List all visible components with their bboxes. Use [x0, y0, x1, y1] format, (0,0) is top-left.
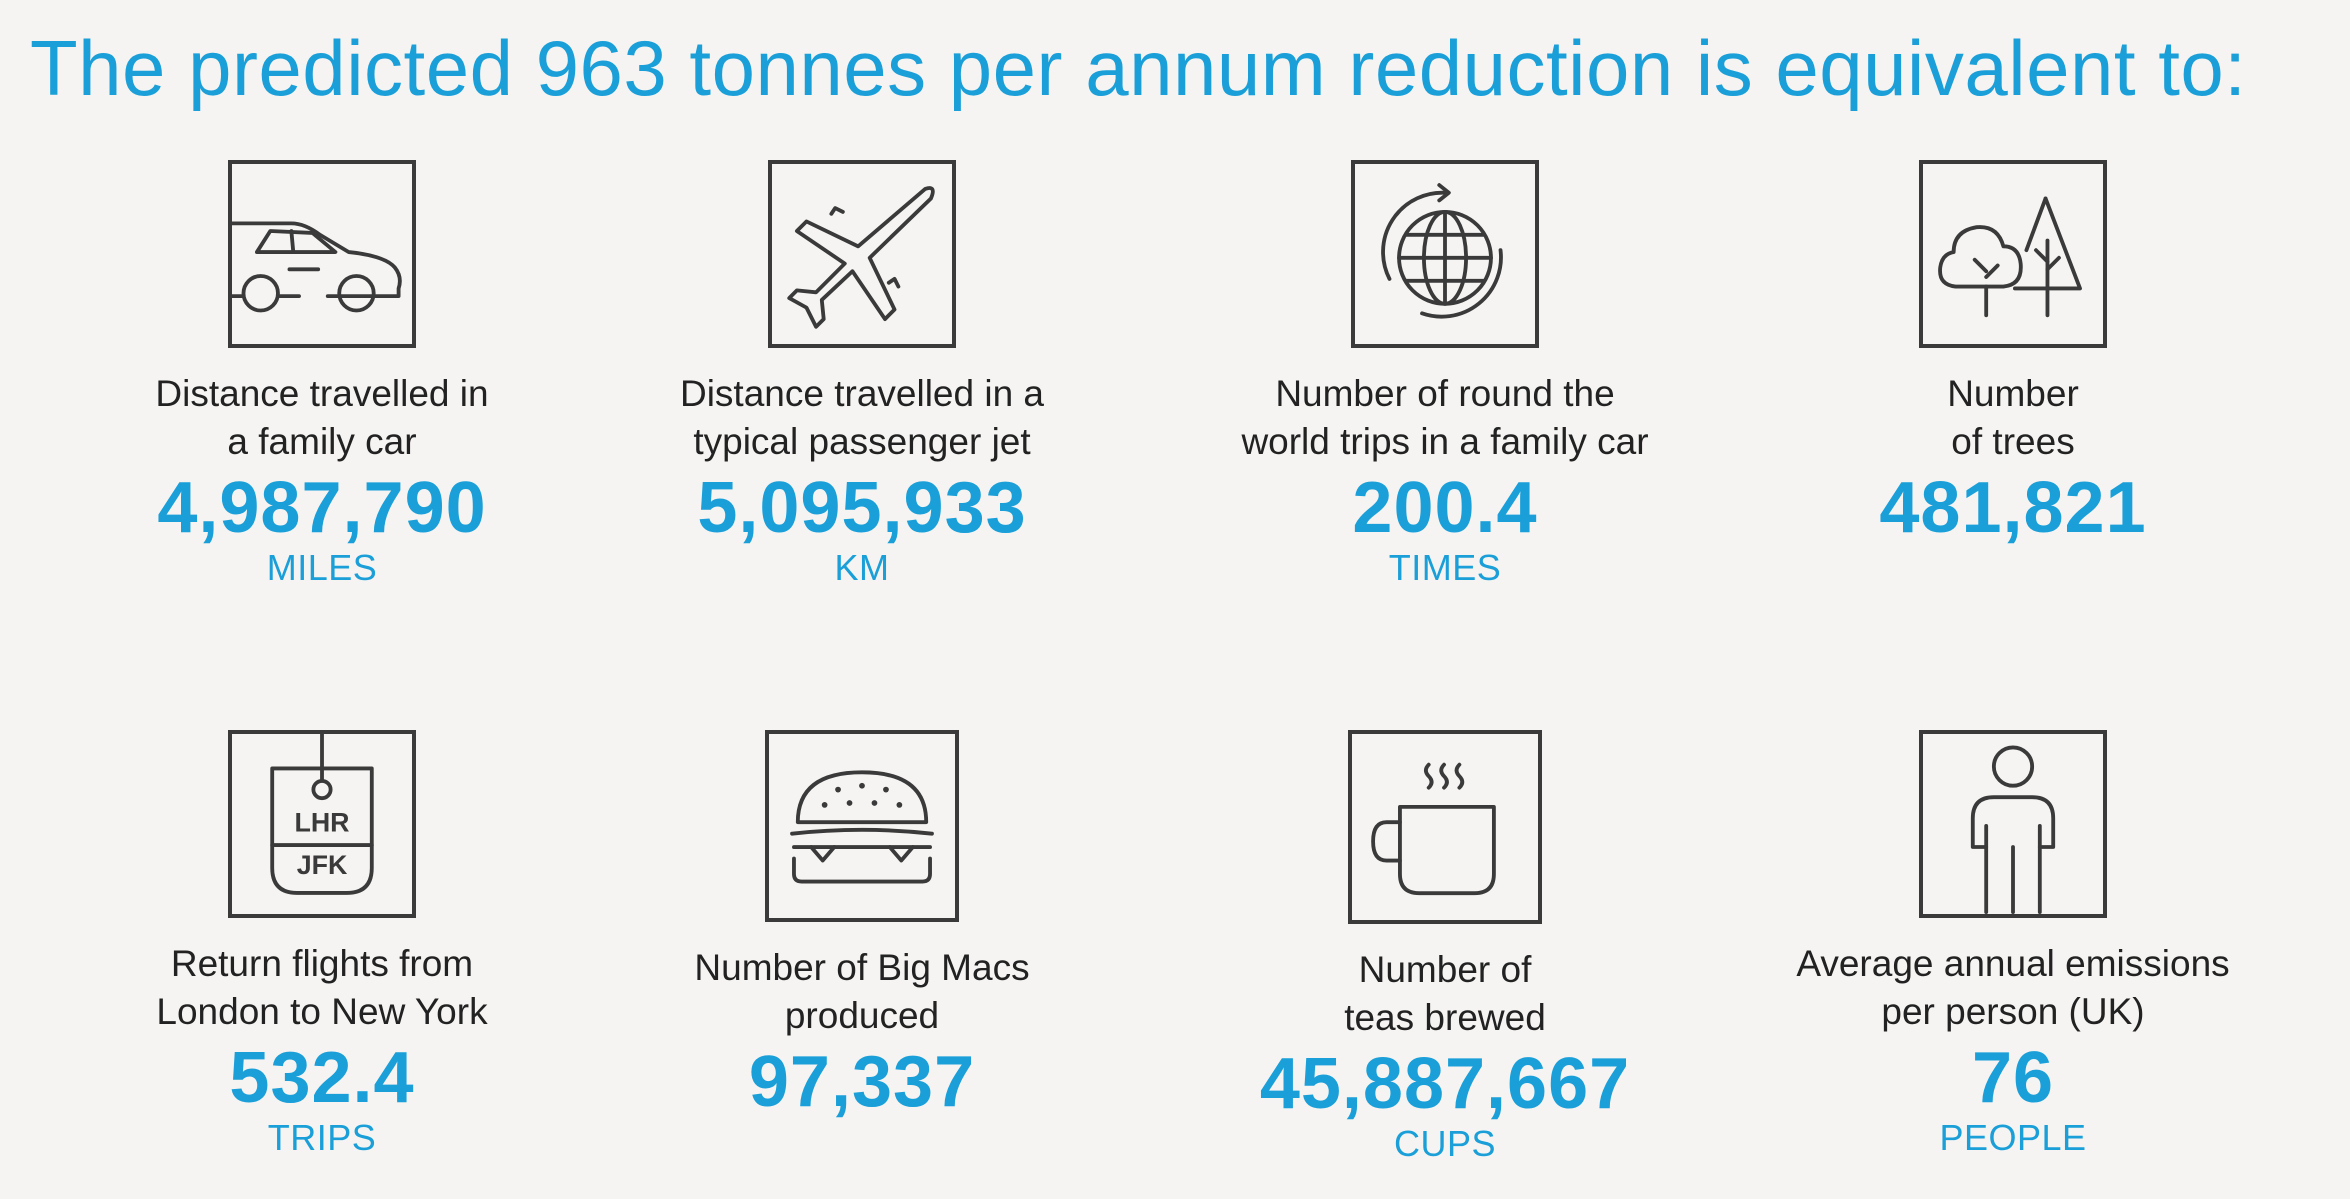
luggage-tag-icon: LHR JFK: [228, 730, 416, 918]
trees-icon: [1919, 160, 2107, 348]
description-line-2: produced: [784, 995, 940, 1036]
tile-value: 4,987,790: [157, 468, 487, 548]
tile-description: Number of round the world trips in a fam…: [1165, 370, 1725, 466]
tile-value: 200.4: [1352, 468, 1538, 548]
tile-jet: Distance travelled in a typical passenge…: [582, 160, 1142, 588]
tile-unit: TRIPS: [267, 1117, 377, 1158]
tile-description: Distance travelled in a family car: [42, 370, 602, 466]
description-line-1: Return flights from: [170, 943, 474, 984]
page-title: The predicted 963 tonnes per annum reduc…: [30, 24, 2247, 112]
tile-unit: PEOPLE: [1939, 1117, 2087, 1158]
airplane-icon: [768, 160, 956, 348]
tile-value: 481,821: [1879, 468, 2147, 548]
tile-unit: TIMES: [1388, 547, 1502, 588]
description-line-2: per person (UK): [1881, 991, 2145, 1032]
tea-cup-icon: [1348, 730, 1542, 924]
globe-icon: [1351, 160, 1539, 348]
description-line-2: typical passenger jet: [693, 421, 1031, 462]
description-line-2: world trips in a family car: [1241, 421, 1649, 462]
description-line-1: Number: [1947, 373, 2079, 414]
tile-description: Average annual emissions per person (UK): [1733, 940, 2293, 1036]
tile-big-macs: Number of Big Macs produced 97,337: [582, 730, 1142, 1122]
tile-value: 76: [1971, 1038, 2055, 1118]
description-line-1: Number of Big Macs: [694, 947, 1030, 988]
description-line-1: Number of: [1358, 949, 1532, 990]
tile-description: Number of Big Macs produced: [582, 944, 1142, 1040]
description-line-2: a family car: [227, 421, 417, 462]
tile-value: 45,887,667: [1259, 1044, 1631, 1124]
tile-flights: LHR JFK Return flights from London to Ne…: [42, 730, 602, 1158]
tile-people: Average annual emissions per person (UK)…: [1733, 730, 2293, 1158]
tile-car: Distance travelled in a family car 4,987…: [42, 160, 602, 588]
description-line-1: Distance travelled in a: [679, 373, 1045, 414]
description-line-1: Distance travelled in: [155, 373, 489, 414]
tile-description: Number of trees: [1733, 370, 2293, 466]
burger-icon: [765, 730, 959, 922]
description-line-2: London to New York: [156, 991, 488, 1032]
description-line-2: of trees: [1951, 421, 2075, 462]
tile-teas: Number of teas brewed 45,887,667 CUPS: [1165, 730, 1725, 1164]
tile-unit: MILES: [266, 547, 378, 588]
tile-value: 532.4: [229, 1038, 415, 1118]
description-line-1: Number of round the: [1275, 373, 1615, 414]
tile-unit: KM: [834, 547, 890, 588]
tag-destination-label: JFK: [297, 850, 348, 880]
tile-description: Distance travelled in a typical passenge…: [582, 370, 1142, 466]
description-line-1: Average annual emissions: [1796, 943, 2230, 984]
tile-value: 97,337: [748, 1042, 976, 1122]
tile-trees: Number of trees 481,821: [1733, 160, 2293, 548]
tag-origin-label: LHR: [294, 808, 349, 838]
tile-description: Return flights from London to New York: [42, 940, 602, 1036]
car-icon: [228, 160, 416, 348]
tile-round-world: Number of round the world trips in a fam…: [1165, 160, 1725, 588]
description-line-2: teas brewed: [1344, 997, 1546, 1038]
tile-description: Number of teas brewed: [1165, 946, 1725, 1042]
tile-unit: CUPS: [1393, 1123, 1497, 1164]
tile-value: 5,095,933: [697, 468, 1027, 548]
person-icon: [1919, 730, 2107, 918]
